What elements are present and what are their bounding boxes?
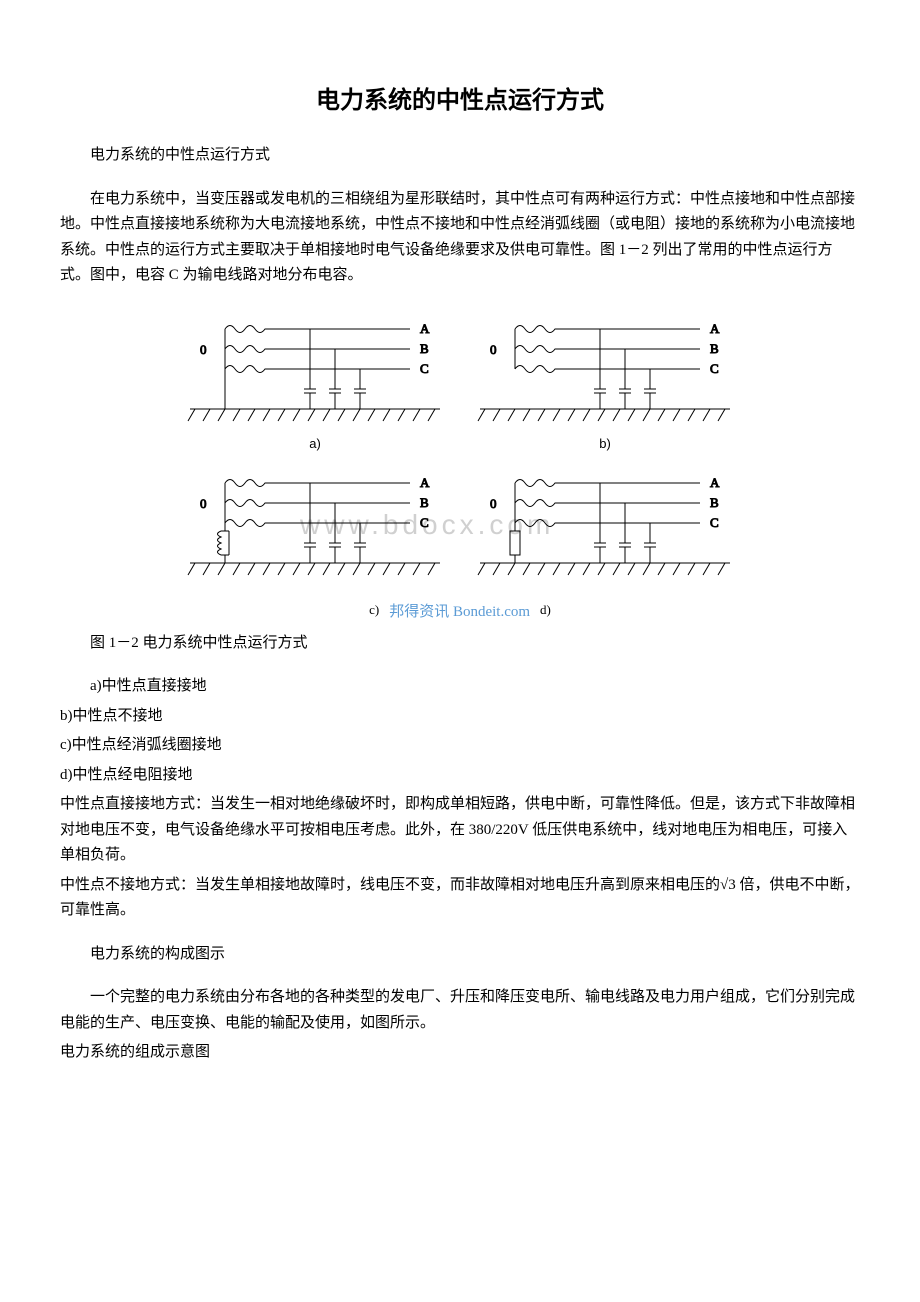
sublabel-c: c)	[369, 602, 379, 618]
svg-text:C: C	[420, 361, 429, 376]
svg-text:A: A	[710, 475, 720, 490]
svg-text:0: 0	[200, 496, 207, 511]
paragraph-structure-title: 电力系统的构成图示	[60, 942, 860, 968]
svg-text:0: 0	[490, 496, 497, 511]
watermark-text: 邦得资讯 Bondeit.com	[389, 600, 530, 621]
paragraph-direct-ground: 中性点直接接地方式：当发生一相对地绝缘破坏时，即构成单相短路，供电中断，可靠性降…	[60, 792, 860, 869]
paragraph-intro: 在电力系统中，当变压器或发电机的三相绕组为星形联结时，其中性点可有两种运行方式：…	[60, 187, 860, 289]
diagram-c: 0 A B C	[180, 463, 450, 588]
svg-text:0: 0	[200, 342, 207, 357]
document-title: 电力系统的中性点运行方式	[60, 80, 860, 115]
diagram-figure: www.bdocx.com 0 A B C	[180, 309, 740, 621]
diagram-d: 0 A B C	[470, 463, 740, 588]
sublabel-d: d)	[540, 602, 551, 618]
legend-d: d)中性点经电阻接地	[60, 763, 860, 789]
svg-text:C: C	[710, 515, 719, 530]
svg-text:C: C	[420, 515, 429, 530]
svg-text:C: C	[710, 361, 719, 376]
paragraph-structure-fig: 电力系统的组成示意图	[60, 1040, 860, 1066]
sublabel-b: b)	[470, 436, 740, 451]
svg-text:B: B	[710, 341, 719, 356]
diagram-a: 0 A B C a)	[180, 309, 450, 451]
svg-text:B: B	[710, 495, 719, 510]
svg-text:B: B	[420, 495, 429, 510]
legend-c: c)中性点经消弧线圈接地	[60, 733, 860, 759]
svg-text:B: B	[420, 341, 429, 356]
svg-text:A: A	[420, 475, 430, 490]
legend-a: a)中性点直接接地	[60, 674, 860, 700]
paragraph-no-ground: 中性点不接地方式：当发生单相接地故障时，线电压不变，而非故障相对地电压升高到原来…	[60, 873, 860, 924]
diagram-bottom-labels: c) 邦得资讯 Bondeit.com d)	[180, 600, 740, 621]
sublabel-a: a)	[180, 436, 450, 451]
paragraph-subtitle: 电力系统的中性点运行方式	[60, 143, 860, 169]
svg-text:A: A	[710, 321, 720, 336]
figure-caption: 图 1－2 电力系统中性点运行方式	[60, 631, 860, 657]
ground-hatch-a	[188, 409, 435, 421]
legend-b: b)中性点不接地	[60, 704, 860, 730]
svg-text:A: A	[420, 321, 430, 336]
paragraph-structure-body: 一个完整的电力系统由分布各地的各种类型的发电厂、升压和降压变电所、输电线路及电力…	[60, 985, 860, 1036]
diagram-b: 0 A B C b)	[470, 309, 740, 451]
svg-text:0: 0	[490, 342, 497, 357]
